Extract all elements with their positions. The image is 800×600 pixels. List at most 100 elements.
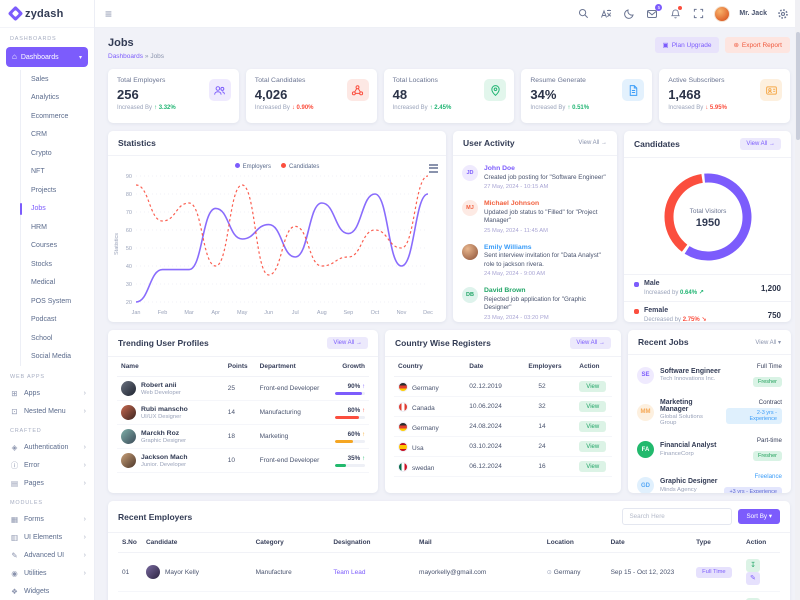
sidebar-item-pos-system[interactable]: POS System [31,297,72,305]
plan-upgrade-button[interactable]: ▣ Plan Upgrade [654,37,720,53]
profile-name[interactable]: Robert anii [141,381,177,389]
sidebar-item-hrm[interactable]: HRM [31,223,47,231]
hamburger-menu-icon[interactable]: ≡ [105,6,113,21]
view-button[interactable]: View [579,421,607,432]
chevron-right-icon: › [83,479,86,487]
download-button[interactable]: ↧ [746,559,761,572]
view-button[interactable]: View [579,441,607,452]
sidebar-item-ui-elements[interactable]: ▥ UI Elements › [0,528,94,546]
sort-by-button[interactable]: Sort By ▾ [738,509,780,524]
sidebar-item-jobs[interactable]: Jobs [20,200,94,219]
table-row: Germany 24.08.2024 14 View [394,416,612,437]
sidebar-item-advanced-ui[interactable]: ✎ Advanced UI › [0,546,94,564]
user-avatar[interactable] [714,5,731,22]
upgrade-icon: ▣ [662,42,669,49]
chart-menu-icon[interactable] [429,162,438,174]
sidebar-item-courses[interactable]: Courses [31,242,58,250]
moon-icon[interactable] [622,7,636,21]
sidebar-item-medical[interactable]: Medical [31,279,56,287]
sidebar-item-widgets[interactable]: ❖ Widgets [0,582,94,600]
sidebar-item-stocks[interactable]: Stocks [31,260,53,268]
sidebar-item-analytics[interactable]: Analytics [31,94,60,102]
search-input[interactable] [622,508,733,525]
legend-employers[interactable]: Employers [234,163,271,170]
view-button[interactable]: View [579,461,607,472]
search-icon[interactable] [576,7,590,21]
sidebar-item-label: Forms [24,515,44,523]
activity-user-name[interactable]: Emily Williams [484,243,532,251]
view-button[interactable]: View [579,401,607,412]
sidebar-item-nested-menu[interactable]: ⊡ Nested Menu › [0,402,94,420]
sidebar-item-dashboards[interactable]: ⌂ Dashboards ▾ [6,47,88,67]
candidate-name[interactable]: Mayor Kelly [164,568,199,576]
bell-icon[interactable] [668,5,683,21]
fullscreen-icon[interactable] [691,7,705,21]
avatar [121,453,136,468]
download-button[interactable]: ↧ [746,598,761,600]
arrow-up-icon: ↑ [362,431,365,438]
list-item: GD Graphic Designer Minds Agency Freelance +… [637,468,782,493]
job-type: Full Time [756,362,782,370]
activity-user-name[interactable]: Michael Johnson [484,200,540,207]
edit-button[interactable]: ✎ [746,572,761,585]
job-title[interactable]: Software Engineer [660,367,721,375]
sidebar-item-pages[interactable]: ▤ Pages › [0,474,94,492]
sidebar-item-projects[interactable]: Projects [31,186,57,194]
profile-name[interactable]: Rubi manscho [141,405,188,413]
sidebar-item-sales[interactable]: Sales [31,75,49,83]
chevron-right-icon: › [83,461,86,469]
legend-trend: Decreased by 2.75% ↘ [644,317,707,322]
document-icon [622,79,645,101]
user-activity-view-all[interactable]: View All → [578,140,607,146]
svg-text:20: 20 [126,300,132,306]
sidebar-item-crm[interactable]: CRM [31,131,47,139]
activity-user-name[interactable]: John Doe [484,165,515,172]
activity-user-name[interactable]: David Brown [484,287,526,294]
user-activity-title: User Activity [463,138,515,148]
sidebar-item-authentication[interactable]: ◈ Authentication › [0,438,94,456]
breadcrumb-parent[interactable]: Dashboards [108,53,144,60]
sidebar-item-apps[interactable]: ⊞ Apps › [0,384,94,402]
sidebar-item-ecommerce[interactable]: Ecommerce [31,112,69,120]
trending-view-all[interactable]: View All → [327,337,368,349]
profile-name[interactable]: Jackson Mach [141,453,188,461]
chart-legend: Employers Candidates [112,159,442,170]
arrow-down-icon: ↓ 0.90% [291,105,314,111]
sidebar-item-utilities[interactable]: ◉ Utilities › [0,564,94,582]
countries-view-all[interactable]: View All → [570,337,611,349]
sidebar-item-school[interactable]: School [31,334,53,342]
gear-icon[interactable] [776,7,790,21]
recent-jobs-view-all[interactable]: View All ▾ [755,339,781,346]
profile-name[interactable]: Marckh Roz [141,429,180,437]
sidebar-item-label: Apps [24,389,40,397]
job-title[interactable]: Financial Analyst [660,442,717,450]
candidates-card: Candidates View All → Total Visitors 1950… [624,131,791,322]
sidebar-item-podcast[interactable]: Podcast [31,316,57,324]
translate-icon[interactable] [599,7,613,21]
brand-logo[interactable]: zydash [0,0,94,28]
messages-icon[interactable]: 5 [645,3,663,21]
export-report-button[interactable]: ⊛ Export Report [725,37,790,53]
view-button[interactable]: View [579,381,607,392]
page-scrollbar-thumb[interactable] [795,32,800,140]
utilities-icon: ◉ [11,568,18,578]
legend-candidates[interactable]: Candidates [280,163,319,170]
messages-badge: 5 [655,3,663,11]
sidebar-item-forms[interactable]: ▦ Forms › [0,510,94,528]
stat-label: Total Candidates [254,77,306,84]
growth-value: 80% [347,406,362,414]
sidebar-item-crypto[interactable]: Crypto [31,149,52,157]
growth-bar [335,463,365,467]
candidates-view-all[interactable]: View All → [740,138,781,150]
profile-department: Front-end Developer [255,448,331,473]
growth-bar [335,391,365,395]
sidebar-item-social-media[interactable]: Social Media [31,353,72,361]
sidebar-item-label: Authentication [24,443,69,451]
avatar: GD [637,477,654,493]
avatar: FA [637,441,654,458]
job-title[interactable]: Graphic Designer [660,478,718,486]
brand-logo-icon [7,5,24,22]
job-title[interactable]: Marketing Manager [660,398,693,413]
sidebar-item-error[interactable]: ⓘ Error › [0,456,94,474]
sidebar-item-nft[interactable]: NFT [31,168,45,176]
